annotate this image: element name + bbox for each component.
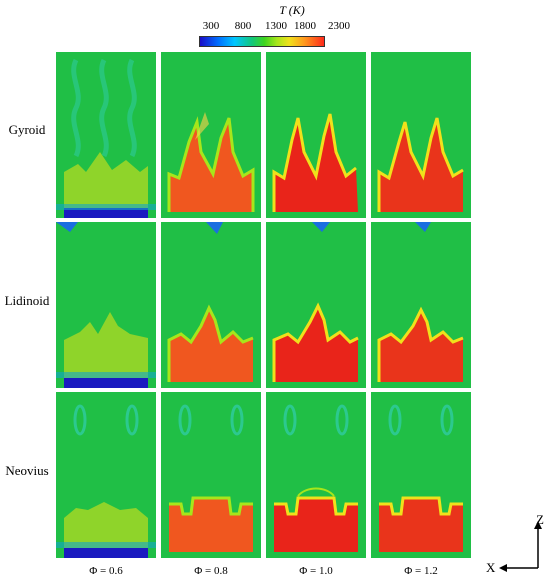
axis-x-label: X — [486, 560, 496, 575]
colorbar-ticks: 300 800 1300 1800 2300 — [190, 20, 350, 34]
panel-lidinoid-phi-1-2 — [371, 222, 471, 388]
panel-gyroid-phi-0-6 — [56, 52, 156, 218]
colorbar-tick-2300: 2300 — [328, 20, 350, 32]
colorbar-tick-800: 800 — [234, 20, 252, 32]
panel-lidinoid-phi-1-0 — [266, 222, 366, 388]
colorbar-title: T (K) — [279, 3, 305, 17]
panel-neovius-phi-0-6 — [56, 392, 156, 558]
temperature-colorbar — [199, 36, 325, 47]
row-label-gyroid: Gyroid — [8, 122, 46, 137]
panel-lidinoid-phi-0-8 — [161, 222, 261, 388]
column-label-phi-1-2: Φ = 1.2 — [404, 565, 438, 577]
panel-gyroid-phi-1-2 — [371, 52, 471, 218]
column-label-phi-1-0: Φ = 1.0 — [299, 565, 333, 577]
panel-neovius-phi-1-2 — [371, 392, 471, 558]
axis-arrows-icon — [499, 521, 542, 572]
colorbar-tick-300: 300 — [202, 20, 220, 32]
panel-neovius-phi-1-0 — [266, 392, 366, 558]
panel-gyroid-phi-0-8 — [161, 52, 261, 218]
colorbar-tick-1800: 1800 — [294, 20, 316, 32]
axis-indicator: Z X — [486, 512, 550, 579]
row-label-lidinoid: Lidinoid — [4, 293, 50, 308]
panel-gyroid-phi-1-0 — [266, 52, 366, 218]
panel-neovius-phi-0-8 — [161, 392, 261, 558]
row-label-neovius: Neovius — [5, 463, 49, 478]
column-label-phi-0-8: Φ = 0.8 — [194, 565, 228, 577]
panel-lidinoid-phi-0-6 — [56, 222, 156, 388]
colorbar-tick-1300: 1300 — [265, 20, 287, 32]
column-label-phi-0-6: Φ = 0.6 — [89, 565, 123, 577]
axis-z-label: Z — [536, 512, 544, 527]
